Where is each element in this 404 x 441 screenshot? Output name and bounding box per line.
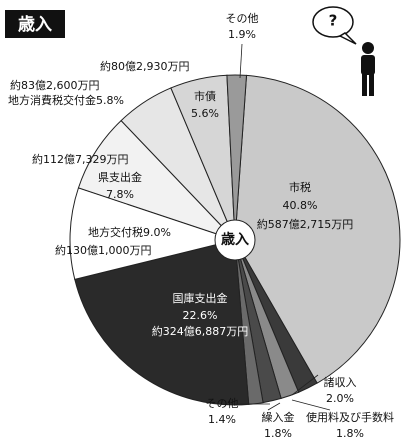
slice-label: 諸収入 [324, 375, 357, 389]
slice-label: 使用料及び手数料 [306, 410, 394, 424]
slice-percent: 5.8% [96, 94, 124, 107]
slice-label: その他 [206, 397, 239, 410]
slice-label: 地方消費税交付金5.8% [8, 93, 124, 107]
slice-percent: 40.8% [283, 199, 318, 212]
slice-name: その他 [206, 397, 239, 410]
slice-percent: 22.6% [183, 309, 218, 322]
slice-percent: 1.8% [336, 427, 364, 440]
slice-label: 繰入金 [262, 410, 295, 424]
slice-percent: 1.4% [208, 413, 236, 426]
slice-percent: 7.8% [106, 188, 134, 201]
slice-amount: 約587億2,715万円 [257, 217, 354, 231]
slice-percent: 2.0% [326, 392, 354, 405]
slice-name: 繰入金 [262, 410, 295, 424]
slice-name: 諸収入 [324, 375, 357, 389]
slice-name: 地方交付税 [88, 225, 143, 239]
chart: 歳入 ? 歳入市税40.8%約587億2,715万円諸収入2.0%使用料及び手数… [0, 0, 404, 441]
slice-name: 国庫支出金 [173, 291, 228, 305]
slice-percent: 9.0% [143, 226, 171, 239]
slice-label: 市債 [194, 89, 216, 103]
slice-percent: 5.6% [191, 107, 219, 120]
slice-label: 国庫支出金 [173, 291, 228, 305]
slice-name: 市債 [194, 89, 216, 103]
slice-amount: 約130億1,000万円 [55, 243, 152, 257]
person-icon [313, 7, 375, 96]
slice-name: 市税 [289, 180, 311, 194]
icon-text: ? [329, 12, 338, 30]
leader-line [292, 400, 330, 410]
slice-name: 地方消費税交付金 [8, 93, 96, 107]
slice-name: 使用料及び手数料 [306, 410, 394, 424]
slice-percent: 1.9% [228, 28, 256, 41]
slice-amount: 約324億6,887万円 [152, 324, 249, 338]
slice-amount: 約83億2,600万円 [10, 78, 100, 92]
slice-label: 県支出金 [98, 170, 142, 184]
slice-amount: 約112億7,329万円 [32, 152, 129, 166]
center-label: 歳入 [221, 231, 249, 248]
slice-percent: 1.8% [264, 427, 292, 440]
slice-name: 県支出金 [98, 170, 142, 184]
slice-label: その他 [226, 12, 259, 25]
leader-line [240, 44, 242, 78]
slice-amount: 約80億2,930万円 [100, 59, 190, 73]
slice-label: 市税 [289, 180, 311, 194]
chart-title: 歳入 [18, 14, 52, 35]
slice-name: その他 [226, 12, 259, 25]
slice-label: 地方交付税9.0% [88, 225, 171, 239]
